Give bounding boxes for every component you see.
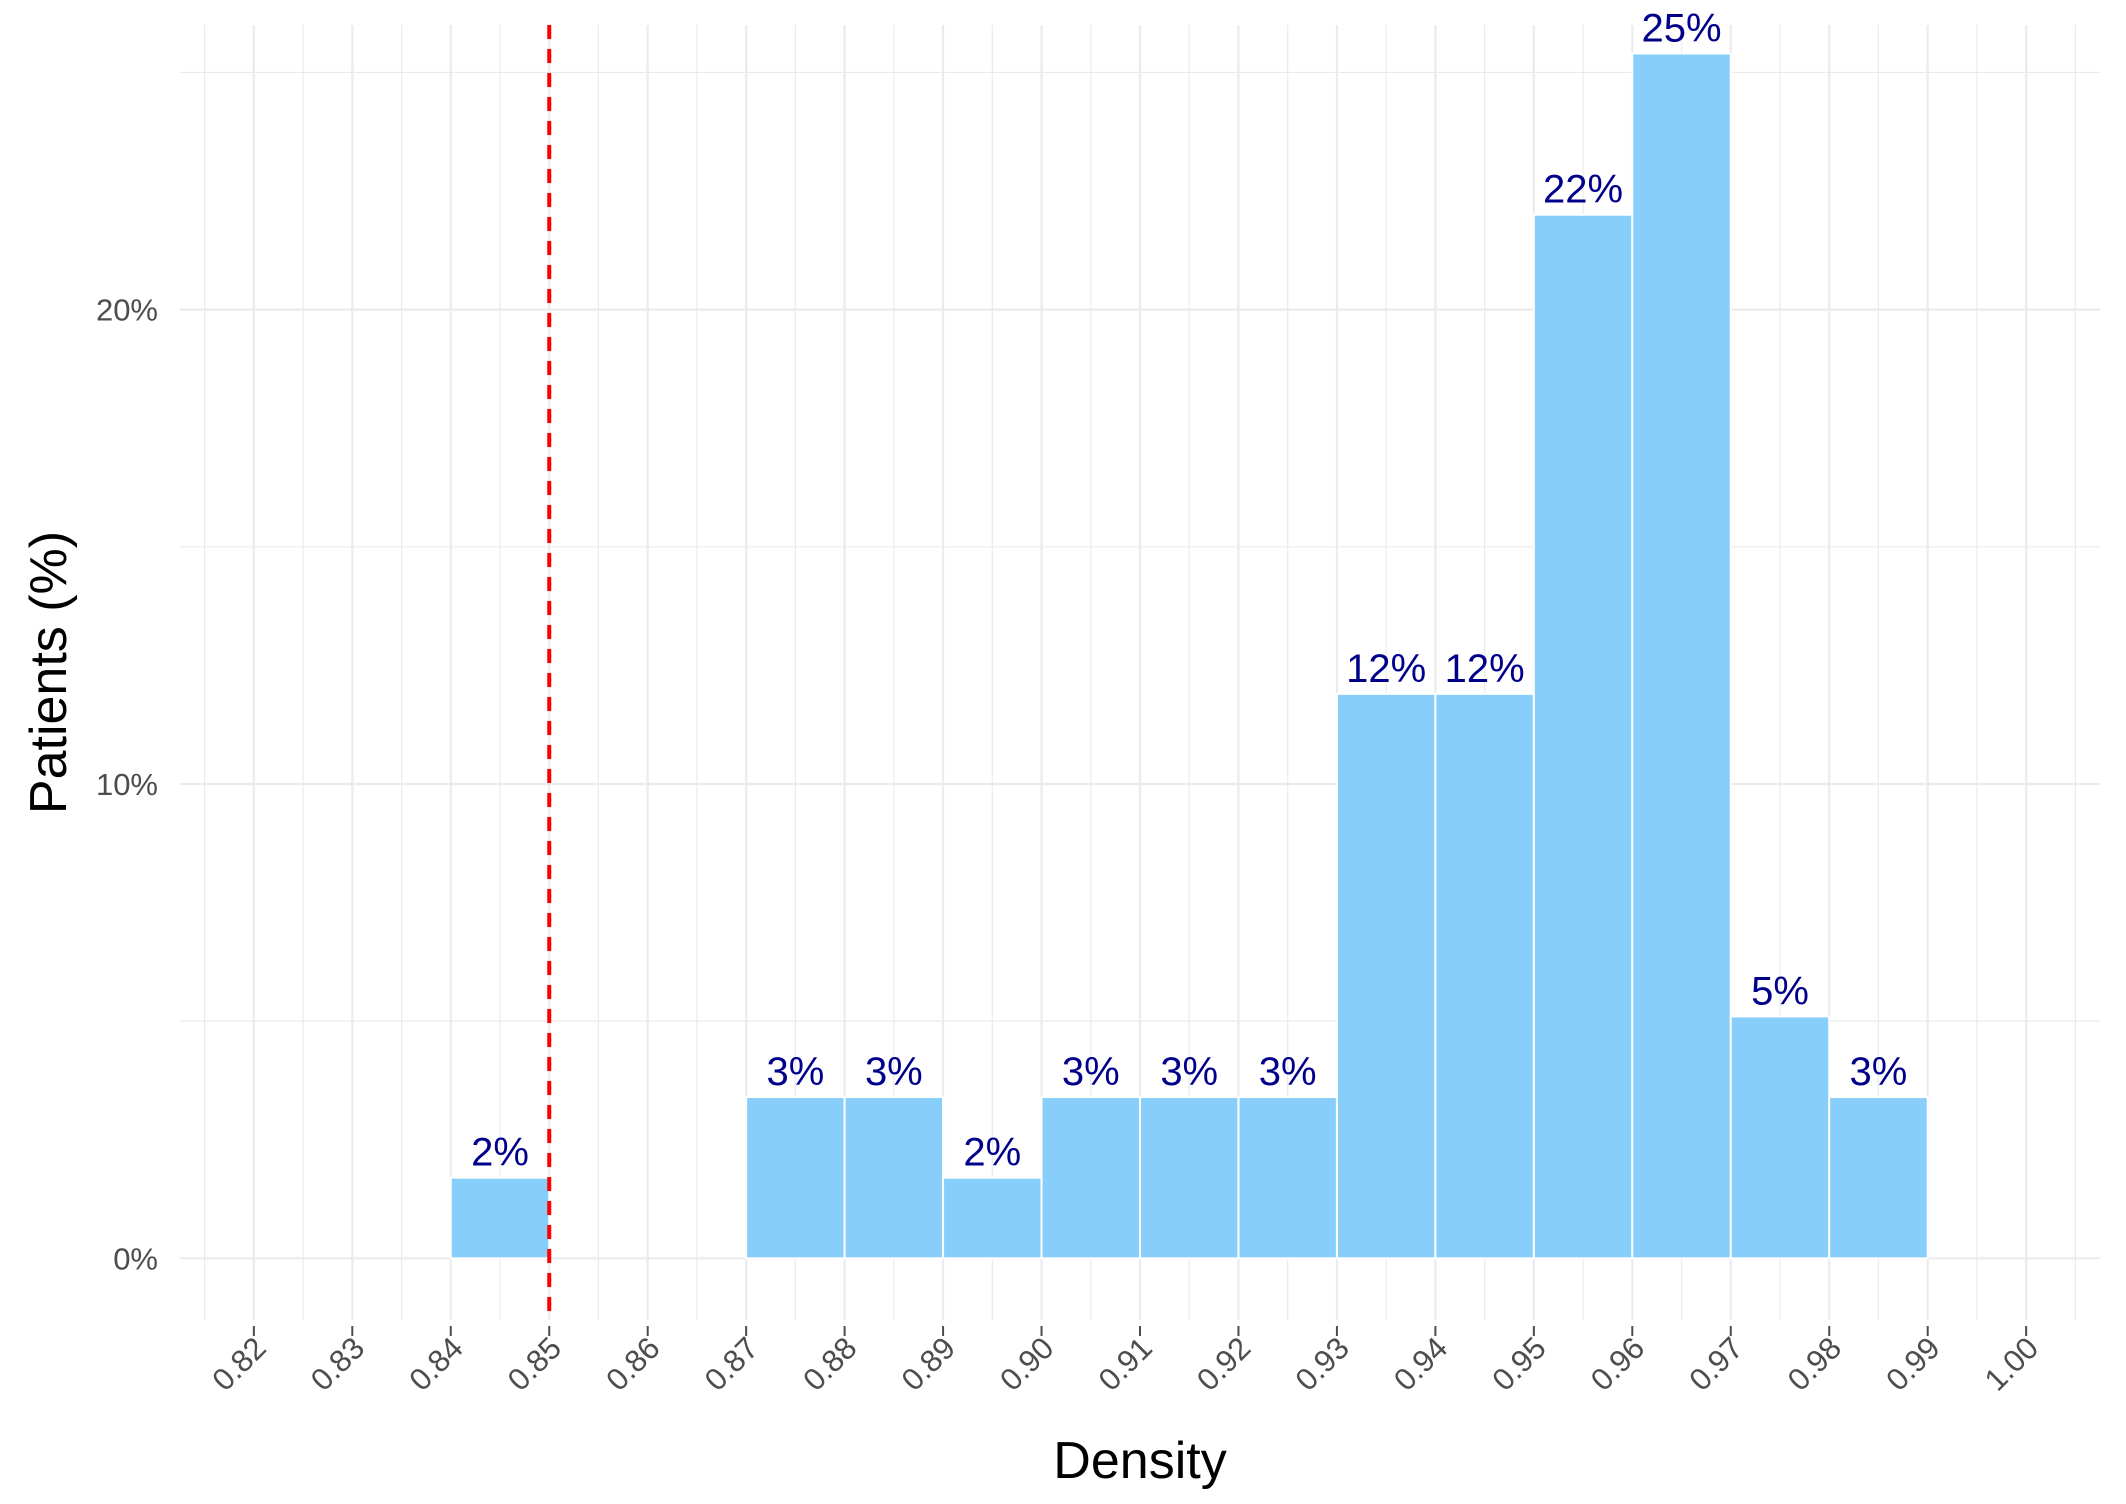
x-axis-title: Density xyxy=(1053,1432,1226,1490)
histogram-bar xyxy=(1434,692,1535,1260)
bar-value-label: 12% xyxy=(1346,647,1426,691)
x-tick-label: 0.85 xyxy=(501,1330,568,1397)
histogram-bar xyxy=(745,1096,846,1260)
bar-value-label: 22% xyxy=(1543,168,1623,212)
x-tick-label: 0.96 xyxy=(1584,1330,1651,1397)
histogram-bar xyxy=(1335,692,1437,1260)
bar-value-label: 3% xyxy=(1062,1050,1120,1094)
bar-value-label: 25% xyxy=(1642,6,1722,50)
histogram-bar xyxy=(942,1176,1043,1260)
x-tick-label: 1.00 xyxy=(1978,1330,2045,1397)
x-tick-label: 0.98 xyxy=(1781,1330,1848,1397)
x-tick-label: 0.84 xyxy=(402,1330,469,1397)
histogram-bar xyxy=(1532,213,1634,1260)
bar-value-label: 3% xyxy=(1160,1050,1218,1094)
bar-value-label: 3% xyxy=(865,1050,923,1094)
x-tick-label: 0.89 xyxy=(895,1330,962,1397)
y-tick-label: 0% xyxy=(113,1241,158,1276)
x-axis-ticks: 0.82 0.83 0.84 0.85 0.86 0.87 0.88 0.89 0.90 0.91… xyxy=(205,1326,2045,1398)
histogram-bar xyxy=(843,1096,945,1260)
y-tick-label: 10% xyxy=(96,767,158,802)
histogram-bar xyxy=(1237,1096,1338,1260)
y-axis-ticks: 0% 10% 20% xyxy=(96,293,158,1277)
x-tick-label: 0.95 xyxy=(1485,1330,1552,1397)
y-axis-title: Patients (%) xyxy=(20,531,78,814)
bar-value-label: 3% xyxy=(1850,1050,1908,1094)
x-tick-label: 0.99 xyxy=(1879,1330,1946,1397)
bar-value-label: 2% xyxy=(471,1131,529,1175)
bar-value-label: 5% xyxy=(1751,969,1809,1013)
histogram-bar xyxy=(1139,1096,1240,1260)
bar-value-label: 3% xyxy=(766,1050,824,1094)
bar-value-label: 12% xyxy=(1445,647,1525,691)
histogram-bar xyxy=(1828,1096,1929,1260)
x-tick-label: 0.90 xyxy=(993,1330,1060,1397)
histogram-bar xyxy=(449,1176,551,1260)
y-tick-label: 20% xyxy=(96,293,158,328)
x-tick-label: 0.91 xyxy=(1092,1330,1159,1397)
bars xyxy=(449,52,1929,1260)
histogram-bar xyxy=(1631,52,1732,1260)
x-tick-label: 0.92 xyxy=(1190,1330,1257,1397)
x-tick-label: 0.83 xyxy=(304,1330,371,1397)
x-tick-label: 0.94 xyxy=(1387,1330,1454,1397)
bar-value-label: 2% xyxy=(963,1131,1021,1175)
bar-value-label: 3% xyxy=(1259,1050,1317,1094)
x-tick-label: 0.86 xyxy=(599,1330,666,1397)
histogram-bar xyxy=(1040,1096,1141,1260)
bar-labels: 2% 3% 3% 2% 3% 3% 3% 12% 12% 22% 25% 5% 3% xyxy=(471,6,1907,1174)
x-tick-label: 0.82 xyxy=(205,1330,272,1397)
x-tick-label: 0.87 xyxy=(698,1330,765,1397)
x-tick-label: 0.97 xyxy=(1682,1330,1749,1397)
x-tick-label: 0.93 xyxy=(1288,1330,1355,1397)
x-tick-label: 0.88 xyxy=(796,1330,863,1397)
histogram-bar xyxy=(1729,1015,1831,1260)
